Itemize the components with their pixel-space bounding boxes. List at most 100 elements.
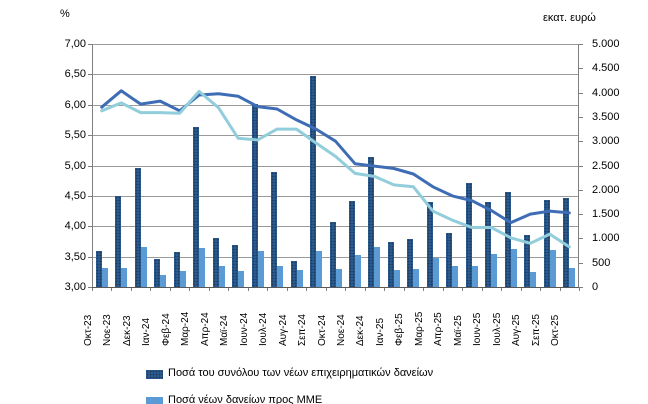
x-tick-label: Ιουν-25 — [472, 312, 484, 346]
x-tick-label: Ιαν-24 — [141, 317, 153, 346]
light-bar — [335, 268, 342, 287]
light-bar — [160, 274, 167, 287]
dark-bar — [348, 200, 355, 287]
light-bar — [432, 257, 439, 287]
tick-mark — [247, 287, 249, 291]
gridline — [92, 135, 579, 137]
tick-mark — [306, 287, 308, 291]
light-bar — [121, 267, 128, 287]
y-right-tick-label: 2.500 — [592, 159, 620, 172]
gridline — [92, 104, 579, 106]
x-tick-label: Σεπ-25 — [530, 314, 542, 346]
tick-mark — [579, 141, 583, 143]
tick-mark — [481, 287, 483, 291]
x-tick-label: Ιουλ-24 — [258, 312, 270, 346]
x-tick-label: Μαϊ-25 — [452, 315, 464, 346]
light-bar — [530, 272, 537, 287]
dark-bar — [134, 167, 141, 287]
light-bar — [140, 247, 147, 287]
dark-bar — [271, 171, 278, 287]
x-tick-label: Μαϊ-24 — [219, 315, 231, 346]
tick-mark — [559, 287, 561, 291]
gridline — [92, 195, 579, 197]
tick-mark — [111, 287, 113, 291]
tick-mark — [88, 165, 92, 167]
tick-mark — [88, 44, 92, 45]
tick-mark — [403, 287, 405, 291]
x-tick-label: Φεβ-25 — [394, 313, 406, 346]
x-tick-label: Ιουλ-25 — [491, 312, 503, 346]
line-series — [100, 89, 571, 249]
y-right-tick-label: 4.000 — [592, 86, 620, 99]
x-tick-label: Απρ-24 — [199, 312, 211, 346]
x-tick-label: Δεκ-24 — [355, 315, 367, 346]
right-axis-title: εκατ. ευρώ — [543, 12, 596, 24]
dark-bar — [485, 202, 492, 287]
gridline — [92, 74, 579, 76]
light-bar — [179, 270, 186, 287]
dark-blue-line — [100, 89, 571, 225]
tick-mark — [579, 68, 583, 70]
tick-mark — [345, 287, 347, 291]
gridline — [92, 165, 579, 167]
tick-mark — [579, 189, 583, 191]
y-right-tick-label: 3.000 — [592, 135, 620, 148]
light-bar — [374, 247, 381, 287]
dark-bar — [310, 76, 317, 287]
y-left-tick-label: 4,50 — [64, 189, 86, 202]
tick-mark — [88, 74, 92, 76]
tick-mark — [579, 214, 583, 216]
tick-mark — [579, 92, 583, 94]
x-tick-label: Αυγ-25 — [511, 314, 523, 346]
x-tick-label: Δεκ-23 — [121, 315, 133, 346]
x-tick-label: Απρ-25 — [433, 312, 445, 346]
dark-bar — [426, 202, 433, 287]
y-left-tick-label: 5,50 — [64, 129, 86, 142]
y-right-tick-label: 2.000 — [592, 183, 620, 196]
x-axis-line — [92, 287, 579, 288]
tick-mark — [501, 287, 503, 291]
dark-bar — [212, 237, 219, 287]
tick-mark — [130, 287, 132, 291]
tick-mark — [92, 287, 93, 291]
tick-mark — [540, 287, 542, 291]
y-right-tick-label: 5.000 — [592, 38, 620, 50]
light-bar — [510, 248, 517, 287]
tick-mark — [520, 287, 522, 291]
dark-bar — [329, 221, 336, 287]
tick-mark — [208, 287, 210, 291]
gridline — [92, 256, 579, 258]
dark-bar — [563, 197, 570, 287]
tick-mark — [88, 135, 92, 137]
light-bar — [257, 251, 264, 287]
left-axis-title: % — [60, 8, 70, 20]
tick-mark — [88, 256, 92, 258]
gridline — [92, 226, 579, 228]
tick-mark — [88, 104, 92, 106]
dark-bar — [407, 238, 414, 287]
x-tick-label: Φεβ-24 — [160, 313, 172, 346]
gridline — [92, 44, 579, 45]
tick-mark — [267, 287, 269, 291]
tick-mark — [88, 287, 92, 288]
dark-bar — [251, 103, 258, 287]
light-bar — [277, 265, 284, 287]
dark-bar — [465, 183, 472, 287]
right-axis-spine — [578, 44, 579, 287]
dark-bar — [543, 200, 550, 287]
y-left-tick-label: 5,00 — [64, 159, 86, 172]
tick-mark — [384, 287, 386, 291]
light-bar — [296, 270, 303, 287]
y-right-tick-label: 4.500 — [592, 62, 620, 75]
light-bar — [238, 271, 245, 287]
y-right-tick-label: 1.000 — [592, 232, 620, 245]
dark-bar — [368, 157, 375, 287]
tick-mark — [462, 287, 464, 291]
light-bar — [569, 267, 576, 287]
x-tick-label: Οκτ-23 — [82, 314, 94, 346]
x-tick-label: Σεπ-24 — [297, 314, 309, 346]
tick-mark — [150, 287, 152, 291]
left-axis-spine — [92, 44, 93, 287]
light-blue-line — [100, 89, 571, 249]
